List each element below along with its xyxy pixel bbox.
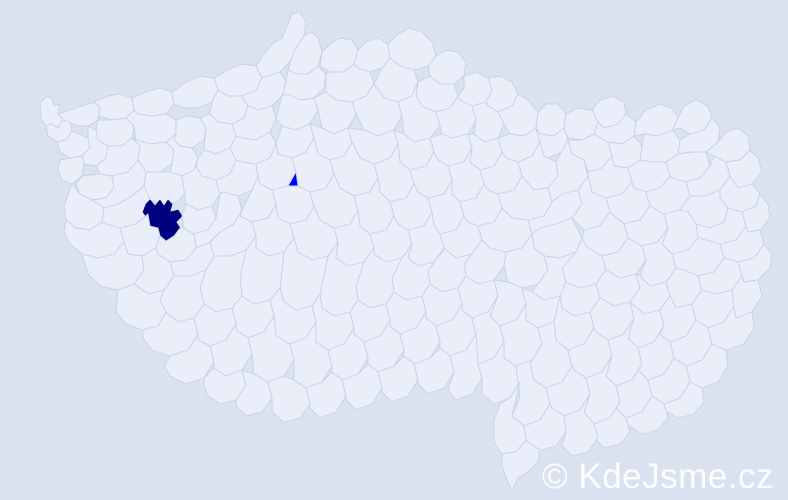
district[interactable] xyxy=(45,119,73,143)
district[interactable] xyxy=(413,347,455,395)
district[interactable] xyxy=(305,371,347,419)
district[interactable] xyxy=(625,395,669,435)
district[interactable] xyxy=(267,375,311,423)
district[interactable] xyxy=(501,439,541,491)
watermark-kdejsme: © KdeJsme.cz xyxy=(541,457,774,496)
district-layer[interactable] xyxy=(39,11,773,491)
district[interactable] xyxy=(281,65,327,101)
district[interactable] xyxy=(447,333,483,401)
district[interactable] xyxy=(663,381,705,419)
district[interactable] xyxy=(427,49,467,85)
district[interactable] xyxy=(341,363,383,411)
district[interactable] xyxy=(165,133,199,177)
district[interactable] xyxy=(235,369,273,417)
district[interactable] xyxy=(377,355,419,403)
